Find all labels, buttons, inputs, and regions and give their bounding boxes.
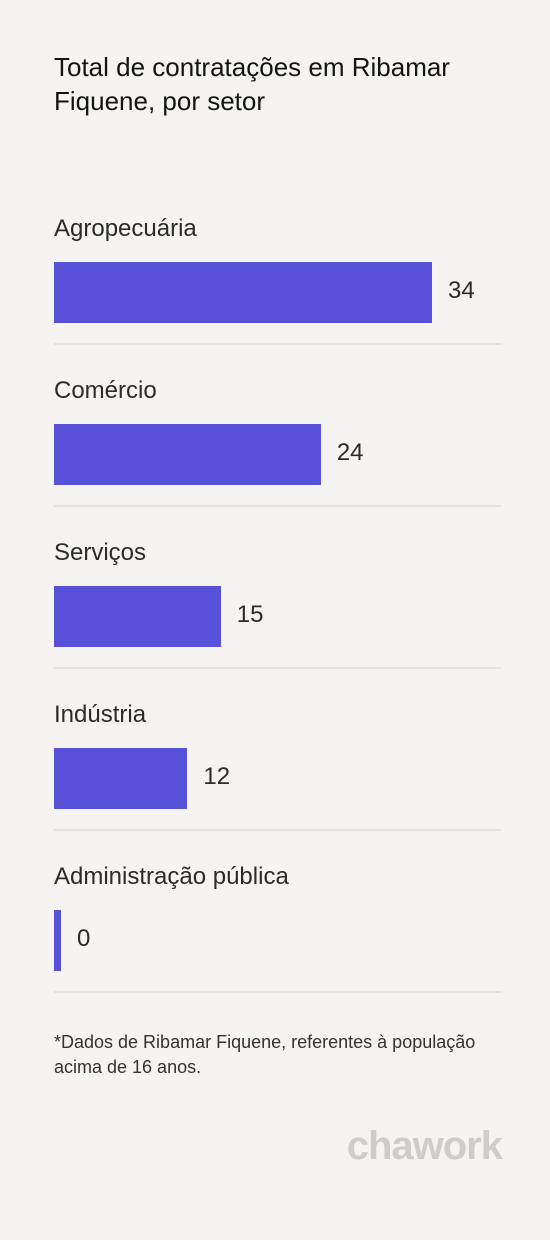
bar xyxy=(54,748,188,809)
bar xyxy=(54,262,432,323)
brand-logo: chawork xyxy=(346,1124,503,1168)
bar-value-label: 34 xyxy=(448,277,475,304)
row-divider xyxy=(54,667,501,669)
row-divider xyxy=(54,343,501,345)
chart-title: Total de contratações em Ribamar Fiquene… xyxy=(54,52,450,116)
bar-value-label: 24 xyxy=(336,439,364,466)
bar-row: Indústria 12 xyxy=(54,694,501,856)
category-label: Comércio xyxy=(54,377,157,404)
category-label: Administração pública xyxy=(54,863,289,890)
bar xyxy=(54,424,321,485)
bar xyxy=(54,586,221,647)
category-label: Agropecuária xyxy=(54,215,197,242)
category-label: Indústria xyxy=(54,701,147,728)
footnote: *Dados de Ribamar Fiquene, referentes à … xyxy=(54,1032,476,1077)
row-divider xyxy=(54,829,501,831)
bar-row: Comércio 24 xyxy=(54,370,501,532)
bar-row: Serviços 15 xyxy=(54,532,501,694)
category-label: Serviços xyxy=(54,539,147,566)
row-divider xyxy=(54,991,501,993)
bar-value-label: 15 xyxy=(236,601,264,628)
bar-value-label: 0 xyxy=(77,925,91,952)
bar-row: Administração pública 0 xyxy=(54,856,501,1018)
bar-chart: Agropecuária 34 Comércio 24 Serviços 15 Indúst… xyxy=(54,208,501,1018)
bar-value-label: 12 xyxy=(203,763,231,790)
row-divider xyxy=(54,505,501,507)
bar-row: Agropecuária 34 xyxy=(54,208,501,370)
bar xyxy=(54,910,61,971)
